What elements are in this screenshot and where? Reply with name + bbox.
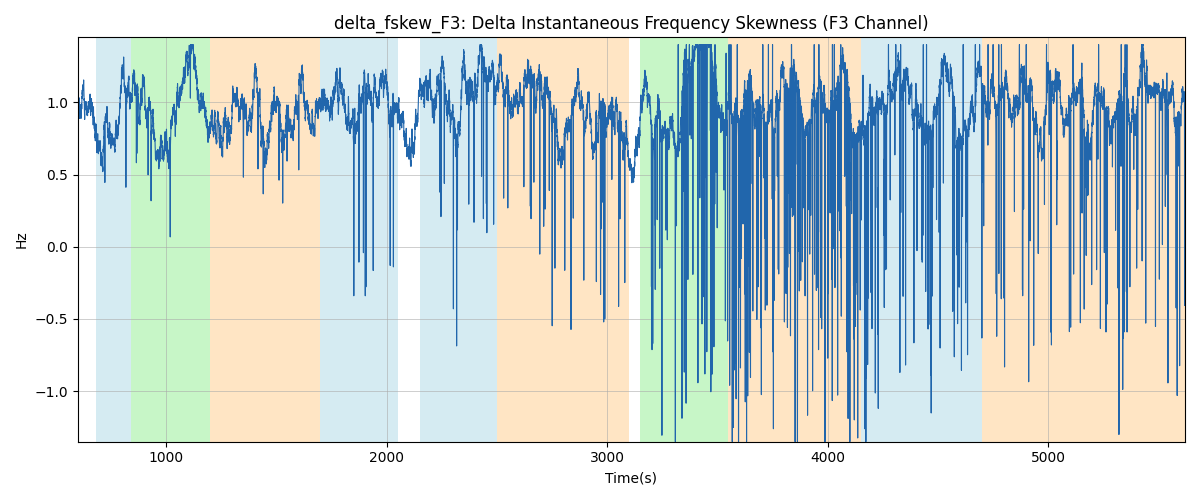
- X-axis label: Time(s): Time(s): [606, 471, 658, 485]
- Bar: [641, 38, 728, 442]
- Title: delta_fskew_F3: Delta Instantaneous Frequency Skewness (F3 Channel): delta_fskew_F3: Delta Instantaneous Freq…: [334, 15, 929, 34]
- Bar: [420, 38, 497, 442]
- Y-axis label: Hz: Hz: [14, 230, 29, 248]
- Bar: [497, 38, 629, 442]
- Bar: [131, 38, 210, 442]
- Bar: [96, 38, 131, 442]
- Bar: [860, 38, 982, 442]
- Bar: [982, 38, 1186, 442]
- Bar: [728, 38, 860, 442]
- Bar: [210, 38, 320, 442]
- Bar: [320, 38, 397, 442]
